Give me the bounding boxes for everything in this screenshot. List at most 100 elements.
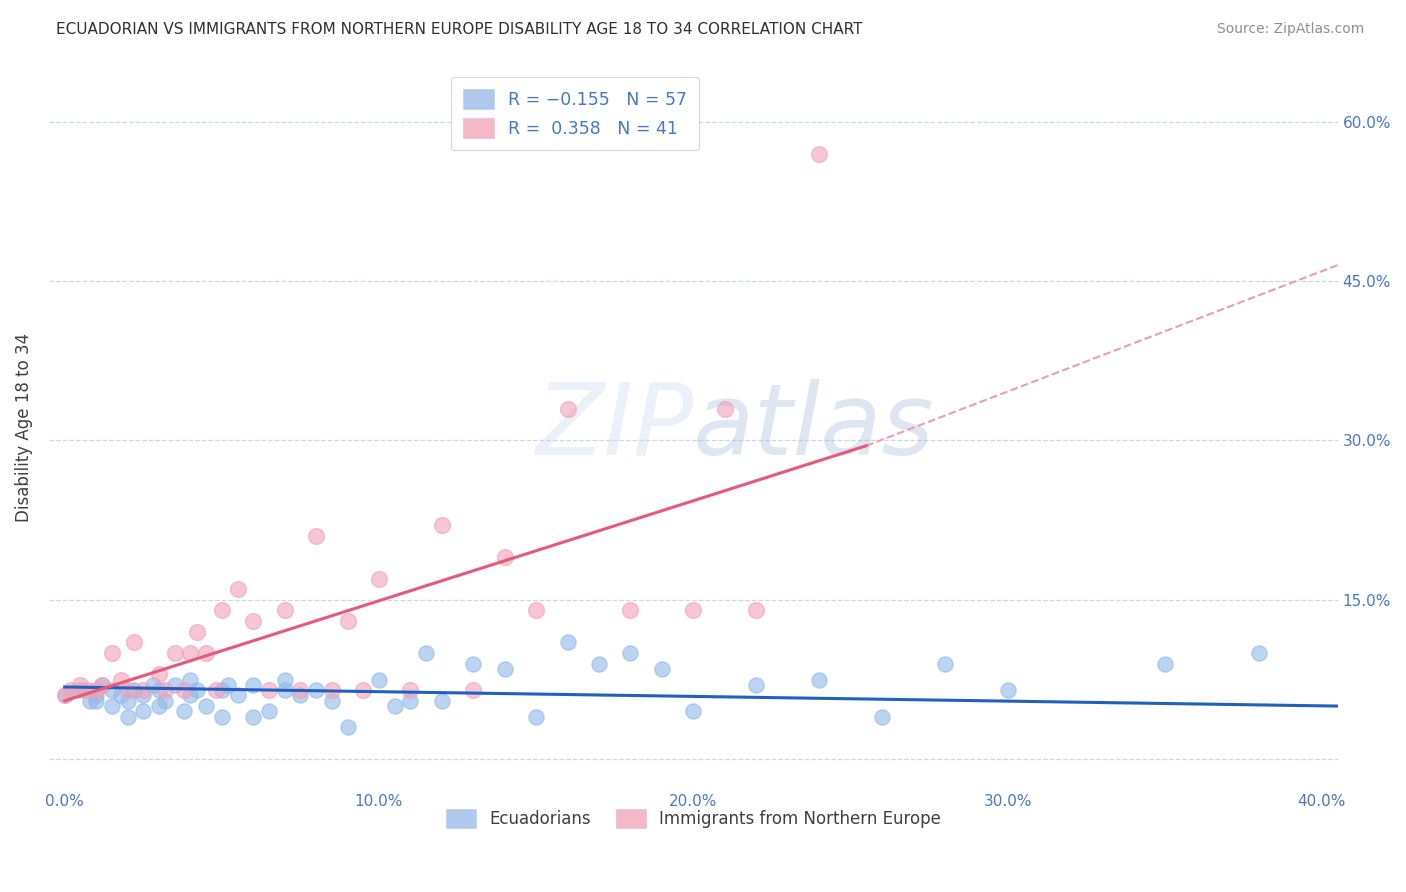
Point: [101, 699, 124, 714]
Point: [273, 683, 295, 698]
Text: ZIP: ZIP: [536, 378, 693, 475]
Point: [305, 529, 328, 543]
Point: [463, 683, 485, 698]
Point: [682, 603, 704, 617]
Point: [186, 683, 208, 698]
Point: [557, 401, 579, 416]
Point: [305, 683, 328, 698]
Point: [682, 705, 704, 719]
Point: [290, 683, 312, 698]
Point: [173, 705, 195, 719]
Point: [117, 683, 139, 698]
Point: [163, 678, 186, 692]
Point: [430, 518, 453, 533]
Point: [934, 657, 956, 671]
Point: [132, 683, 155, 698]
Point: [132, 689, 155, 703]
Point: [84, 683, 107, 698]
Point: [117, 709, 139, 723]
Point: [148, 667, 170, 681]
Point: [53, 689, 76, 703]
Point: [352, 683, 374, 698]
Point: [290, 689, 312, 703]
Point: [117, 694, 139, 708]
Y-axis label: Disability Age 18 to 34: Disability Age 18 to 34: [15, 333, 32, 522]
Point: [226, 582, 249, 597]
Point: [179, 646, 201, 660]
Point: [430, 694, 453, 708]
Point: [321, 683, 343, 698]
Point: [336, 614, 359, 628]
Point: [745, 603, 768, 617]
Point: [257, 705, 280, 719]
Point: [122, 635, 145, 649]
Point: [399, 694, 422, 708]
Point: [242, 709, 264, 723]
Point: [463, 657, 485, 671]
Point: [651, 662, 673, 676]
Point: [53, 689, 76, 703]
Point: [745, 678, 768, 692]
Point: [619, 646, 641, 660]
Point: [494, 550, 516, 565]
Point: [84, 689, 107, 703]
Point: [524, 709, 547, 723]
Point: [273, 603, 295, 617]
Point: [148, 699, 170, 714]
Point: [173, 683, 195, 698]
Point: [79, 694, 101, 708]
Point: [186, 624, 208, 639]
Point: [1247, 646, 1270, 660]
Point: [713, 401, 735, 416]
Point: [399, 683, 422, 698]
Point: [808, 673, 831, 687]
Point: [132, 705, 155, 719]
Point: [91, 678, 114, 692]
Point: [211, 603, 233, 617]
Point: [76, 683, 98, 698]
Point: [59, 683, 82, 698]
Point: [69, 683, 91, 698]
Point: [110, 689, 132, 703]
Point: [368, 572, 391, 586]
Point: [101, 646, 124, 660]
Point: [997, 683, 1019, 698]
Point: [195, 646, 218, 660]
Point: [273, 673, 295, 687]
Point: [211, 683, 233, 698]
Point: [163, 646, 186, 660]
Point: [155, 683, 177, 698]
Text: Source: ZipAtlas.com: Source: ZipAtlas.com: [1216, 22, 1364, 37]
Point: [204, 683, 226, 698]
Point: [142, 678, 165, 692]
Point: [368, 673, 391, 687]
Point: [217, 678, 239, 692]
Point: [179, 689, 201, 703]
Point: [524, 603, 547, 617]
Point: [91, 678, 114, 692]
Point: [122, 683, 145, 698]
Point: [101, 683, 124, 698]
Point: [155, 694, 177, 708]
Point: [557, 635, 579, 649]
Point: [808, 146, 831, 161]
Point: [195, 699, 218, 714]
Point: [84, 694, 107, 708]
Text: atlas: atlas: [693, 378, 935, 475]
Point: [148, 683, 170, 698]
Point: [179, 673, 201, 687]
Point: [242, 614, 264, 628]
Point: [619, 603, 641, 617]
Point: [257, 683, 280, 698]
Legend: Ecuadorians, Immigrants from Northern Europe: Ecuadorians, Immigrants from Northern Eu…: [439, 802, 948, 835]
Point: [415, 646, 437, 660]
Point: [69, 678, 91, 692]
Text: ECUADORIAN VS IMMIGRANTS FROM NORTHERN EUROPE DISABILITY AGE 18 TO 34 CORRELATIO: ECUADORIAN VS IMMIGRANTS FROM NORTHERN E…: [56, 22, 863, 37]
Point: [242, 678, 264, 692]
Point: [588, 657, 610, 671]
Point: [494, 662, 516, 676]
Point: [384, 699, 406, 714]
Point: [226, 689, 249, 703]
Point: [336, 720, 359, 734]
Point: [321, 694, 343, 708]
